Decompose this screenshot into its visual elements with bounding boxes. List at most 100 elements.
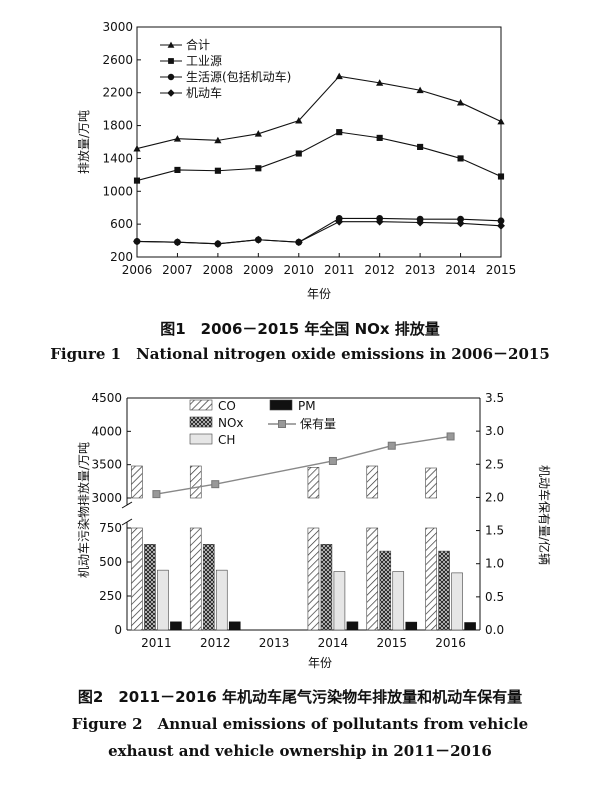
- chart2-y-tick-label: 3500: [91, 458, 122, 472]
- chart1-point-0-3: [254, 130, 262, 137]
- bar-co-2016-lower: [425, 527, 437, 631]
- figure2-caption-en-line2: exhaust and vehicle ownership in 2011－20…: [108, 742, 492, 760]
- chart2-y-axis-label: 机动车污染物排放量/万吨: [76, 442, 91, 578]
- chart2-y-tick-label: 4000: [91, 424, 122, 438]
- chart1-point-0-7: [416, 86, 424, 94]
- bar-co-2014-lower: [307, 527, 320, 631]
- chart2-y-tick-label: 500: [99, 555, 122, 569]
- chart1-point-3-7: [416, 218, 425, 227]
- bar-co-2011-lower: [131, 527, 143, 631]
- chart1-x-tick-label: 2006: [122, 263, 153, 277]
- chart2-legend: CO NOx CH PM 保有量: [189, 399, 336, 447]
- chart2-legend-label: PM: [298, 399, 316, 413]
- bar-co-2015-lower: [366, 527, 379, 631]
- chart2-x-tick-label: 2013: [259, 636, 290, 650]
- chart1-legend-marker: [168, 58, 174, 64]
- chart1-point-0-6: [376, 79, 384, 86]
- chart2-x-tick-label: 2012: [200, 636, 231, 650]
- bar-pm-2012: [228, 621, 241, 631]
- bar-pm-2014: [346, 621, 359, 631]
- chart1-x-tick-label: 2012: [364, 263, 395, 277]
- chart1-legend-label: 机动车: [186, 85, 222, 100]
- chart1-y-tick-label: 600: [110, 217, 133, 231]
- chart1-series-line-0: [137, 75, 501, 150]
- chart2-y2-tick-label: 0.0: [485, 623, 504, 637]
- bar-ch-2015: [392, 571, 405, 631]
- ownership-point-2012: [211, 480, 220, 489]
- bar-pm-2011: [170, 621, 182, 631]
- chart1-legend-label: 生活源(包括机动车): [186, 69, 291, 84]
- chart1-y-tick-label: 1000: [102, 184, 133, 198]
- chart1-point-1-7: [417, 143, 424, 150]
- figure2-caption-en-line1: Figure 2 Annual emissions of pollutants …: [71, 715, 529, 733]
- chart1-point-3-4: [294, 238, 303, 247]
- chart2-legend-swatch: [189, 399, 213, 411]
- nox-emissions-chart: 200 600 1000 1400 1800 2200 2600 3000 2006 2007 2…: [76, 20, 517, 301]
- chart1-point-3-9: [497, 221, 505, 230]
- chart1-y-tick-label: 1400: [102, 151, 133, 165]
- bar-ch-2016: [451, 572, 463, 631]
- chart2-y2-tick-label: 3.5: [485, 391, 504, 405]
- chart1-point-3-3: [254, 235, 263, 244]
- chart1-x-tick-label: 2015: [486, 263, 517, 277]
- chart2-x-axis-label: 年份: [308, 656, 332, 670]
- chart1-point-3-2: [213, 239, 222, 248]
- chart1-point-0-2: [214, 136, 222, 144]
- chart1-point-1-9: [497, 173, 505, 180]
- chart1-point-3-1: [173, 238, 182, 247]
- ownership-point-2014: [328, 456, 337, 465]
- chart2-y2-tick-label: 1.5: [485, 524, 504, 538]
- chart1-point-1-6: [376, 134, 383, 141]
- bar-co-2016: [425, 467, 437, 499]
- chart2-y-tick-label: 0: [114, 623, 122, 637]
- chart2-x-tick-label: 2011: [141, 636, 172, 650]
- bar-nox-2016: [438, 550, 450, 631]
- chart2-axis-break-mark: [121, 518, 133, 526]
- chart2-y-tick-label: 3000: [91, 491, 122, 505]
- chart1-legend-label: 工业源: [186, 54, 222, 68]
- chart2-y2-tick-label: 1.0: [485, 557, 504, 571]
- chart2-axis-break-mark: [121, 501, 133, 509]
- chart1-point-3-6: [375, 217, 384, 226]
- chart2-legend-label: CH: [218, 433, 235, 447]
- figure1-caption-en: Figure 1 National nitrogen oxide emissio…: [50, 345, 550, 363]
- chart2-y2-tick-label: 0.5: [485, 590, 504, 604]
- chart1-x-tick-label: 2011: [324, 263, 355, 277]
- chart1-y-tick-label: 2200: [102, 86, 133, 100]
- chart1-point-0-5: [335, 72, 343, 80]
- chart1-x-axis-label: 年份: [307, 287, 331, 301]
- chart1-legend-marker: [167, 41, 175, 48]
- chart2-y2-tick-label: 2.0: [485, 490, 504, 504]
- chart2-y-tick-label: 250: [99, 589, 122, 603]
- chart2-legend-swatch: [189, 433, 213, 445]
- chart2-x-tick-label: 2014: [318, 636, 349, 650]
- ownership-point-2015: [387, 441, 396, 450]
- chart2-y2-axis-label: 机动车保有量/亿辆: [537, 465, 552, 565]
- chart2-legend-marker: [278, 420, 286, 428]
- chart1-legend-marker: [167, 89, 175, 97]
- chart2-legend-swatch: [269, 399, 293, 411]
- bar-pm-2015: [405, 621, 418, 631]
- bar-co-2011: [131, 465, 143, 499]
- chart1-point-0-1: [173, 135, 182, 142]
- chart1-x-tick-label: 2009: [243, 263, 274, 277]
- chart1-x-tick-label: 2008: [203, 263, 234, 277]
- chart1-y-tick-label: 2600: [102, 53, 133, 67]
- chart2-y-tick-label: 750: [99, 521, 122, 535]
- bar-co-2012-lower: [189, 527, 202, 631]
- chart1-point-3-8: [456, 219, 465, 228]
- chart2-x-tick-label: 2015: [376, 636, 407, 650]
- chart1-point-1-0: [133, 177, 141, 184]
- chart2-legend-label: NOx: [218, 416, 244, 430]
- chart1-point-1-5: [336, 129, 343, 136]
- chart1-series-line-1: [137, 131, 501, 182]
- chart2-y2-tick-label: 2.5: [485, 457, 504, 471]
- bar-ch-2012: [215, 569, 228, 631]
- bar-nox-2012: [202, 544, 215, 631]
- chart1-y-tick-label: 200: [110, 250, 133, 264]
- bar-ch-2014: [333, 571, 346, 631]
- chart1-legend-marker: [167, 73, 175, 81]
- chart1-x-tick-label: 2013: [405, 263, 436, 277]
- bar-ch-2011: [157, 569, 169, 631]
- figure2-caption-cn: 图2 2011－2016 年机动车尾气污染物年排放量和机动车保有量: [77, 688, 523, 706]
